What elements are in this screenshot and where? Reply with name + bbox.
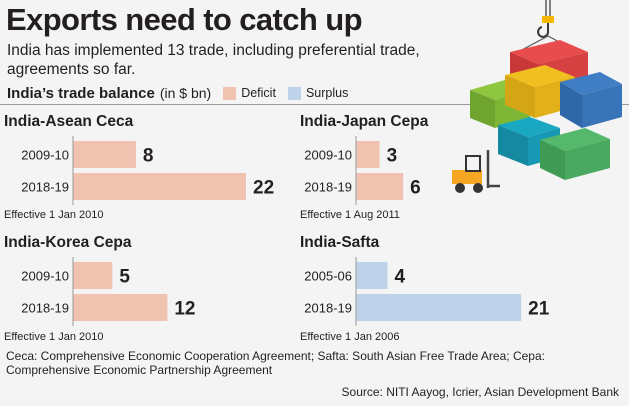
category-label-japan-2018-19: 2018-19 — [304, 180, 352, 195]
value-label-japan-2009-10: 3 — [387, 146, 398, 167]
legend-label-surplus: Surplus — [305, 86, 349, 100]
category-label-safta-2005-06: 2005-06 — [304, 269, 352, 284]
source-note: Source: NITI Aayog, Icrier, Asian Develo… — [341, 385, 619, 399]
footnote: Ceca: Comprehensive Economic Cooperation… — [6, 349, 545, 377]
panel-title-asean: India-Asean Ceca — [4, 113, 134, 130]
bar-asean-2018-19 — [73, 173, 246, 200]
bar-chart-japan: 2009-10 3 2018-19 6 — [304, 136, 421, 205]
bar-korea-2018-19 — [73, 294, 168, 321]
category-label-asean-2009-10: 2009-10 — [21, 148, 69, 163]
value-label-safta-2018-19: 21 — [528, 299, 550, 320]
category-label-japan-2009-10: 2009-10 — [304, 148, 352, 163]
legend-swatch-deficit — [223, 86, 237, 100]
header-divider — [0, 104, 629, 105]
value-label-japan-2018-19: 6 — [410, 178, 421, 199]
shipping-containers-icon — [452, 0, 622, 193]
category-label-korea-2009-10: 2009-10 — [21, 269, 69, 284]
value-label-korea-2009-10: 5 — [119, 267, 130, 288]
panel-title-korea: India-Korea Cepa — [4, 234, 132, 251]
category-label-korea-2018-19: 2018-19 — [21, 301, 69, 316]
legend-item-deficit: Deficit — [223, 86, 276, 100]
bar-safta-2018-19 — [356, 294, 522, 321]
bar-asean-2009-10 — [73, 141, 136, 168]
effective-date-japan: Effective 1 Aug 2011 — [300, 209, 400, 221]
effective-date-korea: Effective 1 Jan 2010 — [4, 331, 104, 343]
chart-subtitle: India has implemented 13 trade, includin… — [7, 42, 420, 78]
value-label-safta-2005-06: 4 — [394, 267, 405, 288]
value-label-korea-2018-19: 12 — [174, 299, 195, 320]
value-label-asean-2018-19: 22 — [253, 178, 274, 199]
panel-title-safta: India-Safta — [300, 234, 380, 251]
bar-korea-2009-10 — [73, 262, 113, 289]
legend-item-surplus: Surplus — [287, 86, 349, 100]
effective-date-asean: Effective 1 Jan 2010 — [4, 209, 104, 221]
legend-label-deficit: Deficit — [241, 86, 276, 100]
bar-chart-korea: 2009-10 5 2018-19 12 — [21, 257, 196, 326]
bar-chart-safta: 2005-06 4 2018-19 21 — [304, 257, 550, 326]
bar-japan-2009-10 — [356, 141, 380, 168]
category-label-safta-2018-19: 2018-19 — [304, 301, 352, 316]
value-label-asean-2009-10: 8 — [143, 146, 154, 167]
legend-title: India’s trade balance — [7, 84, 155, 102]
effective-date-safta: Effective 1 Jan 2006 — [300, 331, 400, 343]
legend-swatch-surplus — [287, 86, 301, 100]
forklift-icon — [452, 150, 500, 193]
legend: India’s trade balance (in $ bn) Deficit … — [7, 84, 348, 102]
bar-japan-2018-19 — [356, 173, 404, 200]
category-label-asean-2018-19: 2018-19 — [21, 180, 69, 195]
bar-safta-2005-06 — [356, 262, 388, 289]
chart-title: Exports need to catch up — [6, 2, 363, 37]
bar-chart-asean: 2009-10 8 2018-19 22 — [21, 136, 274, 205]
legend-unit: (in $ bn) — [159, 85, 212, 101]
panel-title-japan: India-Japan Cepa — [300, 113, 429, 130]
